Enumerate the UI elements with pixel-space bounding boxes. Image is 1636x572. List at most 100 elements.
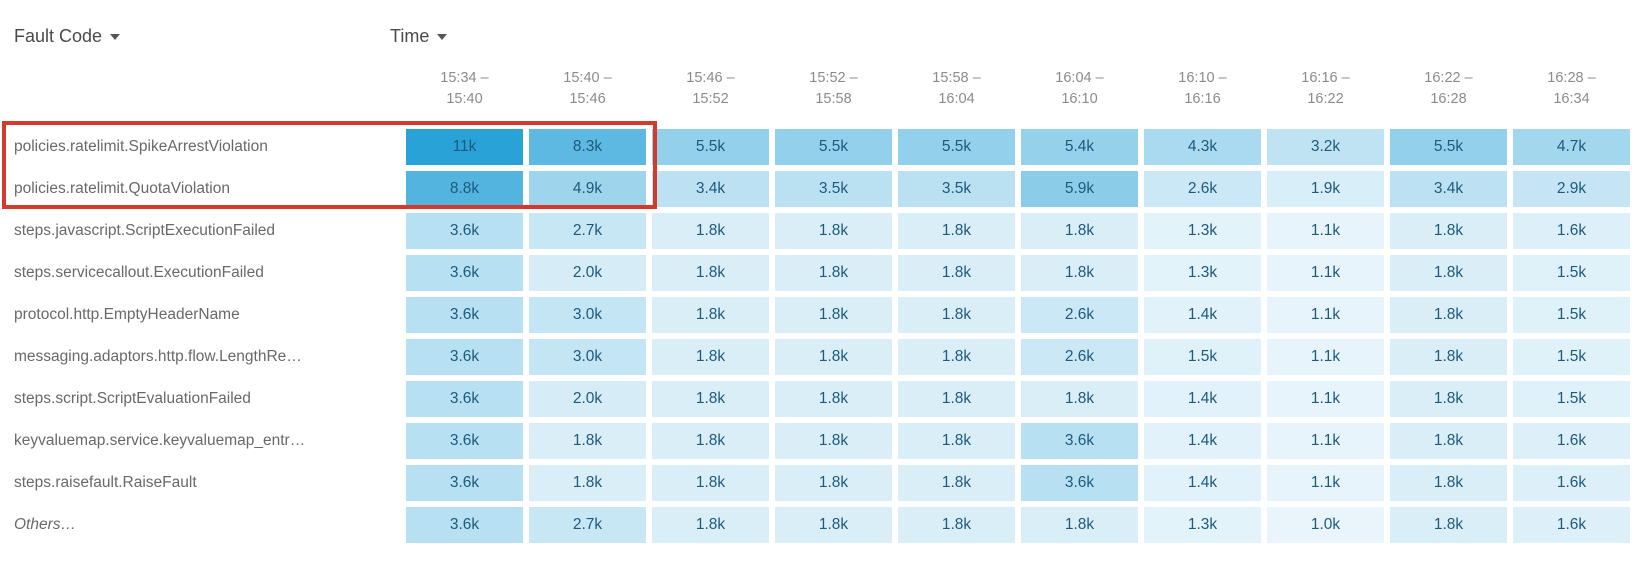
- fault-code-row-label: Others…: [14, 516, 77, 533]
- heatmap-cell: 5.5k: [1390, 129, 1507, 165]
- heatmap-cell: 4.7k: [1513, 129, 1630, 165]
- heatmap-cell: 1.8k: [652, 339, 769, 375]
- heatmap-cell: 1.3k: [1144, 507, 1261, 543]
- heatmap-cell: 1.1k: [1267, 255, 1384, 291]
- heatmap-cell: 1.8k: [529, 465, 646, 501]
- heatmap-cell: 3.0k: [529, 297, 646, 333]
- fault-code-row-label: policies.ratelimit.QuotaViolation: [14, 180, 230, 197]
- heatmap-cell: 1.4k: [1144, 423, 1261, 459]
- fault-code-row-label: steps.raisefault.RaiseFault: [14, 474, 197, 491]
- heatmap-cell: 3.0k: [529, 339, 646, 375]
- heatmap-cell: 1.8k: [898, 381, 1015, 417]
- heatmap-cell: 1.8k: [775, 213, 892, 249]
- heatmap-cell: 1.8k: [775, 507, 892, 543]
- time-range-header: 15:46 –15:52: [686, 70, 735, 107]
- heatmap-cell: 1.3k: [1144, 213, 1261, 249]
- heatmap-cell: 1.8k: [775, 465, 892, 501]
- heatmap-cell: 3.6k: [406, 381, 523, 417]
- heatmap-cell: 1.0k: [1267, 507, 1384, 543]
- heatmap-cell: 1.3k: [1144, 255, 1261, 291]
- heatmap-cell: 1.8k: [898, 339, 1015, 375]
- heatmap-cell: 1.8k: [652, 381, 769, 417]
- time-range-header: 15:52 –15:58: [809, 70, 858, 107]
- heatmap-cell: 2.9k: [1513, 171, 1630, 207]
- heatmap-cell: 1.8k: [1390, 339, 1507, 375]
- time-range-header-row: 15:34 –15:40 15:40 –15:46 15:46 –15:52 15:5…: [406, 68, 1630, 110]
- heatmap-cell: 3.4k: [652, 171, 769, 207]
- heatmap-cell: 1.8k: [775, 339, 892, 375]
- time-sort-dropdown[interactable]: Time: [390, 26, 448, 47]
- heatmap-cell: 3.6k: [1021, 423, 1138, 459]
- heatmap-cell: 3.5k: [775, 171, 892, 207]
- heatmap-cell: 5.5k: [898, 129, 1015, 165]
- heatmap-cell: 1.8k: [1390, 465, 1507, 501]
- heatmap-cell: 1.6k: [1513, 465, 1630, 501]
- heatmap-cell: 1.5k: [1144, 339, 1261, 375]
- heatmap-cell: 1.5k: [1513, 297, 1630, 333]
- heatmap-cell: 1.8k: [652, 213, 769, 249]
- fault-code-row-labels: policies.ratelimit.SpikeArrestViolation p…: [14, 129, 396, 549]
- heatmap-cell: 8.8k: [406, 171, 523, 207]
- heatmap-cell: 1.6k: [1513, 213, 1630, 249]
- heatmap-cell: 3.6k: [406, 339, 523, 375]
- time-range-header: 16:16 –16:22: [1301, 70, 1350, 107]
- heatmap-cell: 1.1k: [1267, 465, 1384, 501]
- heatmap-cell: 2.6k: [1144, 171, 1261, 207]
- heatmap-cell: 3.2k: [1267, 129, 1384, 165]
- heatmap-cell: 1.8k: [1390, 381, 1507, 417]
- heatmap-cell: 1.8k: [898, 297, 1015, 333]
- heatmap-cell: 1.6k: [1513, 423, 1630, 459]
- fault-code-row-label: steps.javascript.ScriptExecutionFailed: [14, 222, 276, 239]
- heatmap-cell: 1.4k: [1144, 381, 1261, 417]
- heatmap-cell: 1.8k: [775, 381, 892, 417]
- heatmap-cell: 1.8k: [898, 213, 1015, 249]
- heatmap-cell: 1.8k: [652, 465, 769, 501]
- heatmap-cell: 11k: [406, 129, 523, 165]
- fault-code-row-label: messaging.adaptors.http.flow.LengthRe…: [14, 348, 302, 365]
- heatmap-cell: 1.8k: [898, 255, 1015, 291]
- heatmap-cell: 1.8k: [898, 423, 1015, 459]
- heatmap-cell: 3.6k: [406, 213, 523, 249]
- heatmap-cell: 1.1k: [1267, 423, 1384, 459]
- heatmap-cell: 5.4k: [1021, 129, 1138, 165]
- time-range-header: 16:04 –16:10: [1055, 70, 1104, 107]
- heatmap-cell: 1.8k: [1021, 381, 1138, 417]
- fault-code-row-label: policies.ratelimit.SpikeArrestViolation: [14, 138, 268, 155]
- heatmap-cell: 1.8k: [1390, 213, 1507, 249]
- fault-code-row-label: steps.servicecallout.ExecutionFailed: [14, 264, 264, 281]
- fault-code-sort-label: Fault Code: [14, 26, 103, 46]
- heatmap-cell: 1.8k: [1021, 213, 1138, 249]
- heatmap-cell: 3.6k: [406, 297, 523, 333]
- heatmap-cell: 1.5k: [1513, 381, 1630, 417]
- time-range-header: 15:34 –15:40: [440, 70, 489, 107]
- time-sort-label: Time: [390, 26, 430, 46]
- heatmap-cell: 1.8k: [652, 507, 769, 543]
- time-range-header: 15:58 –16:04: [932, 70, 981, 107]
- fault-code-row-label: protocol.http.EmptyHeaderName: [14, 306, 240, 323]
- fault-code-sort-dropdown[interactable]: Fault Code: [14, 26, 121, 47]
- heatmap-cell: 1.8k: [1390, 255, 1507, 291]
- heatmap-cell: 1.8k: [775, 255, 892, 291]
- heatmap-cell: 2.7k: [529, 213, 646, 249]
- heatmap-cell: 3.6k: [406, 507, 523, 543]
- heatmap-cell: 1.1k: [1267, 339, 1384, 375]
- heatmap-cell: 1.8k: [775, 423, 892, 459]
- heatmap-cell: 1.8k: [1390, 507, 1507, 543]
- heatmap-cell: 4.3k: [1144, 129, 1261, 165]
- heatmap-cell: 2.0k: [529, 381, 646, 417]
- heatmap-cell: 1.8k: [898, 507, 1015, 543]
- heatmap-cell: 5.5k: [775, 129, 892, 165]
- heatmap-cell: 1.8k: [1390, 297, 1507, 333]
- heatmap-cell: 1.8k: [775, 297, 892, 333]
- heatmap-cell: 3.6k: [406, 255, 523, 291]
- heatmap-cell: 1.4k: [1144, 465, 1261, 501]
- fault-code-row-label: keyvaluemap.service.keyvaluemap_entr…: [14, 432, 306, 449]
- heatmap-cell: 1.8k: [652, 255, 769, 291]
- heatmap-cell: 8.3k: [529, 129, 646, 165]
- heatmap-cell: 1.8k: [529, 423, 646, 459]
- heatmap-cell: 1.8k: [1390, 423, 1507, 459]
- heatmap-cell: 1.8k: [652, 297, 769, 333]
- chevron-down-icon: [110, 34, 121, 40]
- heatmap-cell: 2.0k: [529, 255, 646, 291]
